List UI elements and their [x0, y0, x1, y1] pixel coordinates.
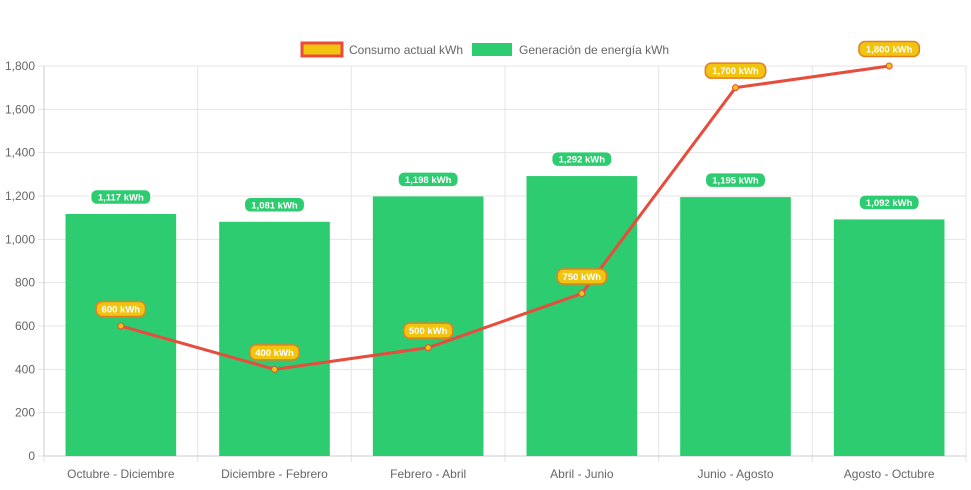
data-label-consumo-box [95, 300, 147, 318]
bar-generacion [680, 197, 791, 457]
point-consumo [885, 62, 893, 70]
data-label-consumo-box [249, 344, 300, 361]
y-tick-label: 1,000 [5, 232, 35, 246]
y-tick-label: 800 [15, 276, 35, 290]
data-labels: 1,117 kWh 1,081 kWh 1,198 kWh 1,292 kWh 1,19… [89, 40, 921, 361]
line-series-consumo [117, 62, 893, 373]
x-tick-label: Diciembre - Febrero [221, 467, 328, 481]
data-label-generacion-box [704, 171, 767, 189]
data-label-generacion-box [243, 196, 306, 214]
x-tick-label: Abril - Junio [550, 467, 614, 481]
data-label-generacion-box [550, 150, 613, 168]
grid [38, 65, 967, 462]
data-label-generacion: 1,081 kWh [251, 200, 298, 211]
data-label-generacion: 1,198 kWh [405, 175, 452, 186]
y-tick-label: 1,600 [5, 102, 35, 116]
y-tick-label: 0 [28, 449, 35, 463]
point-consumo [732, 84, 739, 92]
data-label-generacion-box [89, 188, 152, 206]
point-consumo [117, 322, 125, 330]
x-tick-label: Junio - Agosto [697, 467, 773, 481]
data-label-generacion: 1,292 kWh [559, 155, 606, 166]
bar-series-generacion [65, 176, 945, 457]
y-tick-label: 1,400 [5, 146, 35, 160]
x-axis: Octubre - Diciembre Diciembre - Febrero Fe… [44, 455, 966, 481]
x-tick-label: Febrero - Abril [390, 467, 466, 481]
y-tick-label: 1,800 [5, 59, 35, 73]
data-label-consumo: 750 kWh [563, 272, 602, 283]
data-label-generacion-box [397, 171, 460, 188]
data-label-consumo-box [704, 62, 767, 79]
bar-generacion [833, 219, 945, 456]
x-tick-label: Octubre - Diciembre [67, 467, 175, 481]
data-label-consumo: 1,700 kWh [712, 66, 759, 77]
legend-swatch-generacion[interactable] [472, 43, 512, 56]
data-label-generacion: 1,195 kWh [712, 176, 759, 187]
bar-generacion [65, 213, 177, 456]
point-consumo [271, 365, 278, 373]
data-label-generacion-box [858, 194, 921, 211]
data-label-generacion: 1,092 kWh [866, 198, 913, 209]
point-consumo [578, 290, 586, 297]
legend: Consumo actual kWh Generación de energía… [300, 41, 669, 58]
data-label-consumo: 400 kWh [255, 348, 294, 359]
y-axis: 0 200 400 600 800 1,000 1,200 1,400 1,600 1,800 [5, 59, 45, 463]
data-label-consumo: 1,800 kWh [866, 45, 913, 56]
x-tick-label: Agosto - Octubre [844, 467, 935, 481]
y-tick-label: 600 [15, 319, 35, 333]
y-tick-label: 400 [15, 362, 35, 376]
data-label-consumo: 500 kWh [409, 326, 448, 337]
data-label-consumo-box [556, 268, 608, 285]
y-tick-label: 1,200 [5, 189, 35, 203]
y-tick-label: 200 [15, 406, 35, 420]
legend-label-generacion[interactable]: Generación de energía kWh [519, 43, 669, 57]
bar-generacion [219, 221, 330, 456]
data-label-generacion: 1,117 kWh [98, 192, 144, 203]
data-label-consumo-box [402, 322, 454, 339]
legend-swatch-consumo[interactable] [300, 41, 344, 58]
data-label-consumo: 600 kWh [102, 305, 141, 316]
legend-label-consumo[interactable]: Consumo actual kWh [349, 43, 463, 57]
data-label-consumo-box [858, 40, 921, 58]
point-consumo [424, 344, 432, 352]
line-consumo [120, 64, 890, 371]
bar-generacion [526, 176, 638, 457]
